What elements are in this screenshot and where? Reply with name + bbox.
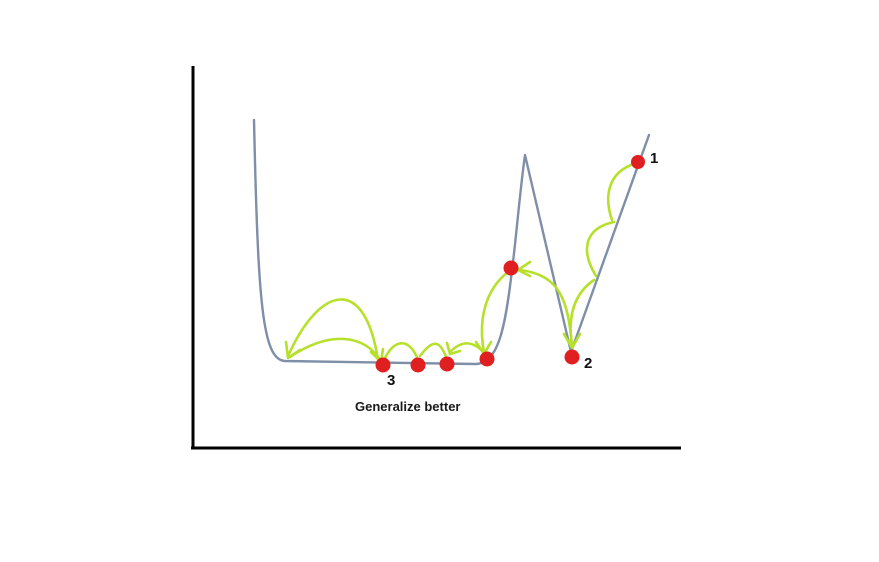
arrow-upper-to-valley [480, 270, 510, 354]
point-2-marker [564, 349, 580, 365]
arrow-hop-b [418, 342, 449, 362]
arrow-2-to-upper [518, 268, 574, 348]
point-3-marker [375, 357, 391, 373]
label-point-3: 3 [387, 372, 395, 389]
point-valley-edge-marker [479, 351, 495, 367]
label-point-2: 2 [584, 355, 592, 372]
arrow-paths [284, 161, 639, 364]
arrow-hop-to-2 [569, 278, 596, 348]
point-upper-marker [503, 260, 519, 276]
arrow-hop-c [383, 341, 420, 362]
label-point-1: 1 [650, 150, 658, 167]
arrowhead-2 [562, 332, 582, 350]
loss-curve [252, 118, 651, 366]
arrow-1-to-dip [606, 161, 639, 222]
arrow-dip-to-hop [585, 220, 616, 278]
arrow-return-to-3 [288, 337, 382, 362]
arrowhead-hop-a [445, 341, 462, 356]
arrowhead-upper [516, 260, 532, 278]
red-points [375, 155, 645, 373]
arrow-big-hop-left [286, 298, 380, 362]
arrow-hop-a [448, 342, 488, 357]
point-valley-b-marker [410, 357, 426, 373]
point-1-marker [631, 155, 645, 169]
point-valley-c-marker [439, 356, 455, 372]
caption-generalize-better: Generalize better [355, 399, 461, 414]
axes [191, 66, 681, 450]
